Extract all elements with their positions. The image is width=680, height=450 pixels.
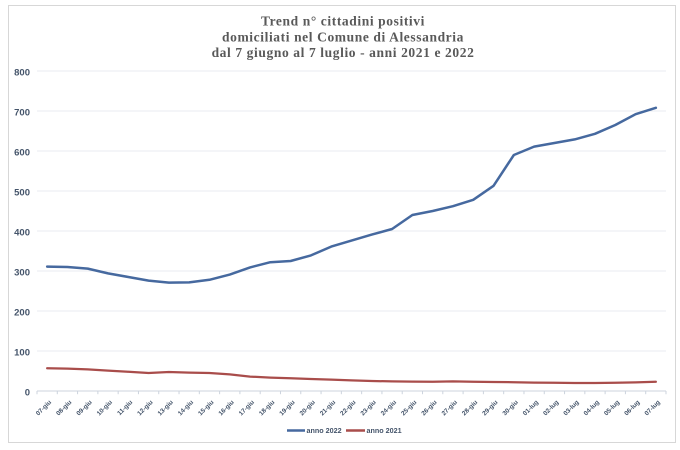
svg-text:100: 100	[14, 348, 30, 359]
svg-text:300: 300	[14, 268, 30, 279]
svg-text:200: 200	[14, 308, 30, 319]
svg-text:0: 0	[25, 388, 30, 399]
svg-text:500: 500	[14, 188, 30, 199]
svg-text:800: 800	[14, 68, 30, 79]
svg-text:700: 700	[14, 108, 30, 119]
svg-text:anno 2022: anno 2022	[307, 426, 342, 435]
svg-text:600: 600	[14, 148, 30, 159]
svg-text:Trend n° cittadini positivi: Trend n° cittadini positivi	[261, 14, 425, 29]
svg-text:400: 400	[14, 228, 30, 239]
svg-text:domiciliati nel Comune di Ales: domiciliati nel Comune di Alessandria	[222, 30, 464, 45]
svg-text:dal 7 giugno al 7 luglio - ann: dal 7 giugno al 7 luglio - anni 2021 e 2…	[212, 45, 475, 60]
svg-text:anno 2021: anno 2021	[367, 426, 402, 435]
